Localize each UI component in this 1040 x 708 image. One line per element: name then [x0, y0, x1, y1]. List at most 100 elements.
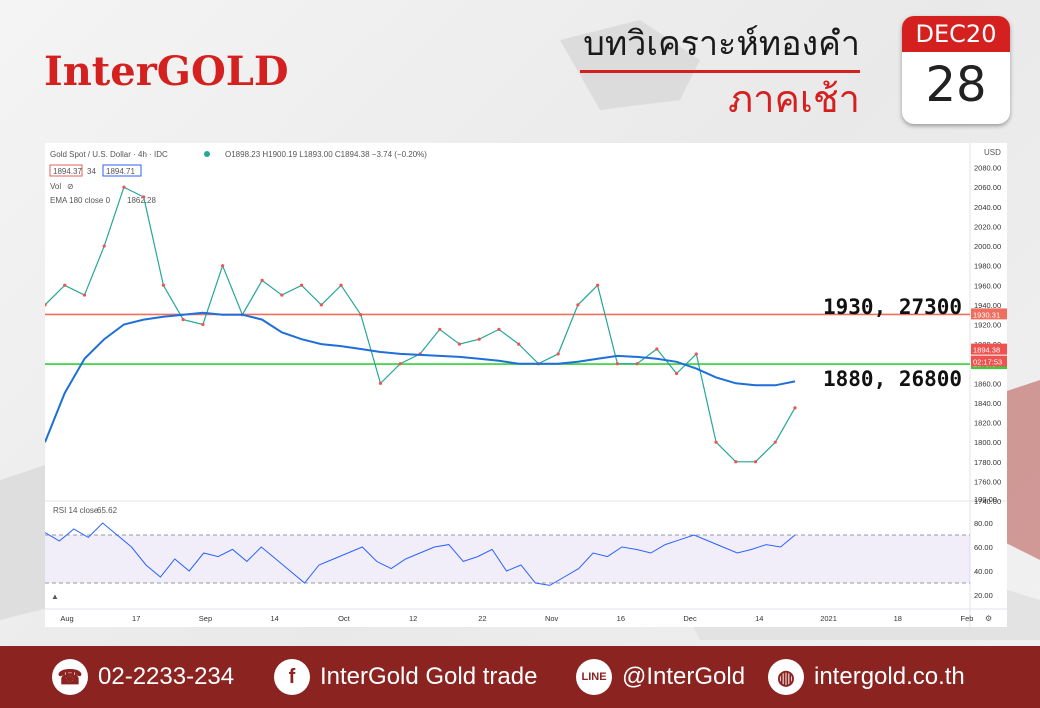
rsi-label: RSI 14 close	[53, 506, 99, 515]
price-point	[142, 195, 146, 199]
website-contact[interactable]: ◍ intergold.co.th	[768, 646, 965, 708]
symbol-line: Gold Spot / U.S. Dollar · 4h · IDC	[50, 150, 168, 159]
price-point	[694, 352, 698, 356]
intergold-logo: InterGOLD	[44, 48, 289, 95]
spread-value: 34	[87, 167, 96, 176]
y-tick-label: 1800.00	[974, 438, 1001, 447]
ask-value: 1894.71	[106, 167, 135, 176]
x-tick-label: 2021	[820, 614, 837, 623]
price-point	[280, 293, 284, 297]
x-tick-label: Dec	[683, 614, 697, 623]
y-tick-label: 1740.00	[974, 497, 1001, 506]
price-point	[122, 185, 126, 189]
line-icon: LINE	[576, 659, 612, 695]
x-tick-label: 14	[271, 614, 279, 623]
calendar-month: DEC20	[902, 16, 1010, 52]
header-title-box: บทวิเคราะห์ทองคำ ภาคเช้า	[560, 24, 860, 121]
y-tick-label: 2080.00	[974, 164, 1001, 173]
price-point	[596, 283, 600, 287]
y-tick-label: 2000.00	[974, 242, 1001, 251]
price-point	[260, 278, 264, 282]
tradingview-logo-icon: ▲	[51, 592, 59, 601]
bid-box[interactable]	[49, 164, 83, 177]
facebook-contact[interactable]: f InterGold Gold trade	[274, 646, 537, 708]
bid-value: 1894.37	[53, 167, 82, 176]
price-point	[221, 264, 225, 268]
website-url: intergold.co.th	[814, 663, 965, 690]
price-point	[714, 440, 718, 444]
x-tick-label: 18	[894, 614, 902, 623]
price-point	[339, 283, 343, 287]
market-status-icon	[204, 151, 210, 157]
price-point	[477, 337, 481, 341]
y-tick-label: 1960.00	[974, 281, 1001, 290]
ema-value: 1862.28	[127, 196, 156, 205]
current-price-text: 1894.38	[973, 346, 1000, 355]
support-level-label: 1880, 26800	[823, 367, 963, 391]
price-point	[457, 342, 462, 346]
price-point	[734, 460, 738, 464]
currency-label[interactable]: USD	[984, 148, 1001, 157]
y-tick-label: 2020.00	[974, 222, 1001, 231]
price-series-line	[45, 186, 796, 463]
ask-box[interactable]	[102, 164, 142, 177]
price-point	[773, 440, 777, 444]
calendar-day: 28	[925, 57, 987, 113]
x-tick-label: 16	[617, 614, 625, 623]
session-subtitle: ภาคเช้า	[728, 77, 860, 121]
x-tick-label: Aug	[60, 614, 73, 623]
rsi-series-line	[45, 522, 796, 586]
globe-icon: ◍	[768, 659, 804, 695]
y-tick-label: 1820.00	[974, 419, 1001, 428]
settings-gear-icon[interactable]: ⚙	[985, 614, 992, 623]
phone-icon: ☎	[52, 659, 88, 695]
price-point	[615, 362, 619, 366]
phone-contact[interactable]: ☎ 02-2233-234	[52, 646, 234, 708]
y-tick-label: 1920.00	[974, 321, 1001, 330]
x-tick-label: 12	[409, 614, 417, 623]
analysis-title: บทวิเคราะห์ทองคำ	[583, 24, 860, 64]
y-tick-label: 1980.00	[974, 262, 1001, 271]
eye-off-icon[interactable]: ⊘	[67, 182, 74, 191]
current-price-tag	[971, 343, 1007, 355]
rsi-y-tick-label: 20.00	[974, 591, 993, 600]
price-point	[82, 293, 87, 297]
x-tick-label: Oct	[338, 614, 351, 623]
y-tick-label: 1940.00	[974, 301, 1001, 310]
countdown-text: 02:17:53	[973, 358, 1002, 367]
rsi-y-tick-label: 40.00	[974, 567, 993, 576]
rsi-value: 65.62	[97, 506, 118, 515]
x-tick-label: 17	[132, 614, 140, 623]
contact-footer: ☎ 02-2233-234 f InterGold Gold trade LIN…	[0, 646, 1040, 708]
y-tick-label: 2060.00	[974, 183, 1001, 192]
countdown-tag	[971, 355, 1007, 367]
y-tick-label: 2040.00	[974, 203, 1001, 212]
rsi-y-tick-label: 80.00	[974, 519, 993, 528]
price-point	[319, 303, 323, 307]
price-point	[161, 283, 166, 287]
x-tick-label: Nov	[545, 614, 559, 623]
rsi-band	[45, 535, 970, 583]
x-tick-label: 14	[755, 614, 763, 623]
price-point	[378, 381, 383, 385]
price-point	[102, 244, 106, 248]
price-point	[359, 313, 363, 317]
rsi-y-tick-label: 60.00	[974, 543, 993, 552]
price-point	[576, 303, 580, 307]
x-tick-label: Sep	[199, 614, 212, 623]
price-point	[674, 371, 679, 376]
price-point	[753, 460, 758, 464]
line-contact[interactable]: LINE @InterGold	[576, 646, 745, 708]
price-point	[497, 327, 501, 332]
price-point	[517, 342, 521, 346]
resistance-price-text: 1930.31	[973, 310, 1000, 319]
y-tick-label: 1860.00	[974, 379, 1001, 388]
calendar-icon: DEC20 28	[902, 16, 1010, 124]
x-tick-label: Feb	[961, 614, 974, 623]
price-chart-svg: Gold Spot / U.S. Dollar · 4h · IDC O1898…	[45, 143, 1007, 627]
price-point	[45, 303, 47, 307]
ema-series-line	[45, 311, 796, 443]
y-tick-label: 1780.00	[974, 458, 1001, 467]
title-divider	[580, 70, 860, 73]
price-point	[793, 406, 797, 410]
